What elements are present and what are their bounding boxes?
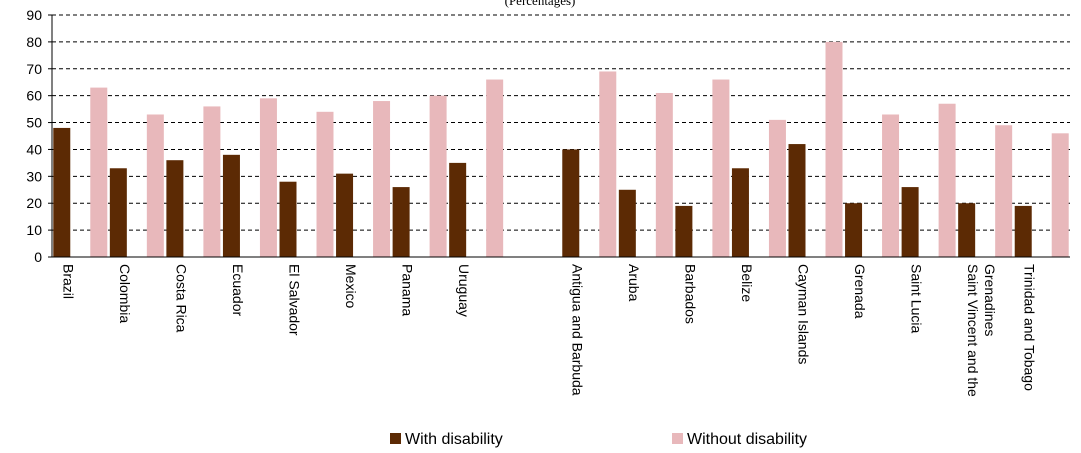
x-category-label: Aruba: [626, 264, 642, 302]
bar-without-disability: [316, 111, 334, 257]
x-category-label: Ecuador: [230, 264, 246, 316]
x-category-label: Saint Vincent and the Grenadines: [965, 264, 998, 397]
x-category-label-line: Mexico: [343, 264, 359, 309]
bar-without-disability: [203, 106, 221, 257]
bar-with-disability: [109, 168, 127, 257]
x-category-label-line: Ecuador: [230, 264, 246, 316]
y-tick-label: 60: [26, 88, 42, 104]
bar-without-disability: [938, 103, 956, 257]
y-tick-label: 30: [26, 168, 42, 184]
x-category-label: Uruguay: [456, 264, 472, 317]
bar-with-disability: [958, 203, 976, 257]
bar-without-disability: [655, 92, 673, 257]
bar-without-disability: [90, 87, 108, 257]
bar-with-disability: [449, 162, 467, 257]
x-category-label: Trinidad and Tobago: [1022, 264, 1038, 391]
gridlines: [52, 14, 1070, 231]
legend-label-without-disability: Without disability: [687, 431, 807, 448]
x-category-label: Grenada: [852, 264, 868, 319]
legend-swatch-with-disability: [390, 433, 401, 444]
x-category-label-line: Aruba: [626, 264, 642, 302]
y-tick-label: 40: [26, 141, 42, 157]
bar-without-disability: [599, 71, 617, 257]
bar-with-disability: [618, 189, 636, 257]
x-category-label-line: Antigua and Barbuda: [569, 264, 585, 396]
bar-with-disability: [53, 127, 71, 257]
bar-with-disability: [222, 154, 240, 257]
bar-with-disability: [845, 203, 863, 257]
x-category-label-line: Uruguay: [456, 264, 472, 317]
y-axis: 0 10 20 30 40 50 60 70 80 90: [26, 7, 53, 265]
bar-without-disability: [373, 101, 391, 258]
x-category-label-line: Saint Vincent and the: [965, 264, 981, 397]
x-category-label: Costa Rica: [173, 264, 189, 333]
bar-with-disability: [731, 168, 749, 257]
bar-without-disability: [486, 79, 504, 258]
bar-without-disability: [882, 114, 900, 257]
x-category-label-line: Cayman Islands: [796, 264, 812, 364]
bar-without-disability: [825, 41, 843, 258]
y-tick-label: 90: [26, 7, 42, 23]
bar-with-disability: [166, 160, 184, 257]
bar-without-disability: [146, 114, 164, 257]
legend-label-with-disability: With disability: [405, 431, 503, 448]
bar-with-disability: [279, 181, 297, 257]
x-category-label: Colombia: [117, 264, 133, 323]
y-tick-label: 80: [26, 34, 42, 50]
x-category-label-line: Costa Rica: [173, 264, 189, 333]
x-category-label-line: Brazil: [60, 264, 76, 299]
bar-without-disability: [995, 125, 1013, 257]
y-tick-label: 50: [26, 115, 42, 131]
bar-with-disability: [788, 144, 806, 257]
bar-with-disability: [901, 187, 919, 257]
legend: With disability Without disability: [390, 431, 807, 448]
x-category-label-line: Saint Lucia: [909, 264, 925, 333]
x-category-label-line: Belize: [739, 264, 755, 302]
legend-swatch-without-disability: [672, 433, 683, 444]
x-category-label-line: Colombia: [117, 264, 133, 323]
y-tick-label: 70: [26, 61, 42, 77]
bar-without-disability: [768, 119, 786, 257]
bar-with-disability: [1014, 205, 1032, 257]
x-category-label-line: Barbados: [682, 264, 698, 324]
x-category-label-line: Panama: [400, 264, 416, 316]
y-tick-label: 20: [26, 195, 42, 211]
x-category-label: Belize: [739, 264, 755, 302]
x-category-label: Barbados: [682, 264, 698, 324]
x-category-label: Saint Lucia: [909, 264, 925, 333]
bars: [53, 41, 1069, 258]
x-category-label: Cayman Islands: [796, 264, 812, 364]
bar-with-disability: [675, 205, 693, 257]
bar-with-disability: [562, 149, 580, 257]
bar-with-disability: [392, 187, 410, 257]
x-category-label: Mexico: [343, 264, 359, 309]
bar-without-disability: [1051, 133, 1069, 257]
bar-without-disability: [259, 98, 277, 257]
x-category-label-line: Grenadines: [982, 264, 998, 336]
x-category-label: El Salvador: [287, 264, 303, 336]
x-category-label: Brazil: [60, 264, 76, 299]
chart-title: (Percentages): [505, 0, 576, 8]
x-axis: Brazil Colombia Costa Rica Ecuador El Salvad…: [52, 256, 1070, 397]
x-category-label-line: Grenada: [852, 264, 868, 319]
x-category-label-line: El Salvador: [287, 264, 303, 336]
bar-without-disability: [712, 79, 730, 258]
x-category-label: Antigua and Barbuda: [569, 264, 585, 396]
y-tick-label: 0: [34, 249, 42, 265]
x-category-label: Panama: [400, 264, 416, 316]
bar-with-disability: [336, 173, 354, 257]
y-tick-label: 10: [26, 222, 42, 238]
x-category-label-line: Trinidad and Tobago: [1022, 264, 1038, 391]
bar-without-disability: [429, 95, 447, 258]
